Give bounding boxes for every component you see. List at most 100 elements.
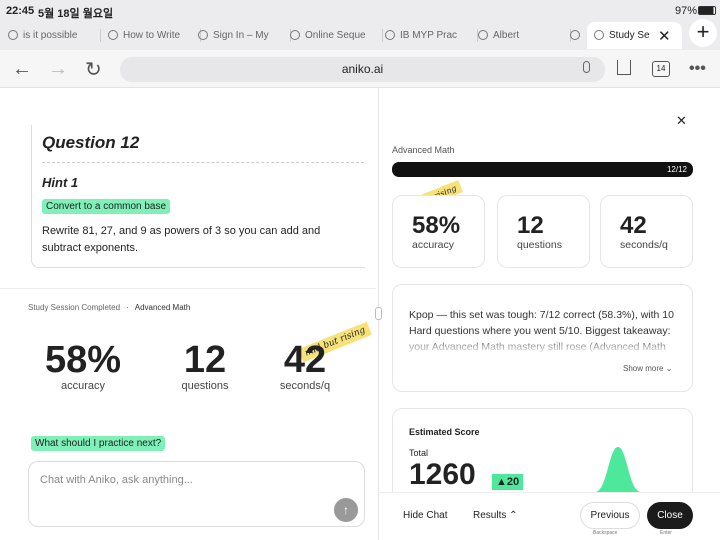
suggestion-chip[interactable]: What should I practice next? <box>31 436 166 451</box>
show-more-text[interactable]: Show more <box>623 364 664 373</box>
session-line: Study Session Completed · Advanced Math <box>28 303 190 312</box>
chat-placeholder: Chat with Aniko, ask anything... <box>40 474 193 486</box>
url: aniko.ai <box>341 62 384 76</box>
share[interactable] <box>617 60 631 75</box>
close[interactable]: Close <box>647 502 693 529</box>
close-key: Enter <box>660 530 672 536</box>
favicon <box>198 30 208 40</box>
stat-label: accuracy <box>61 380 106 392</box>
sep: · <box>126 303 129 312</box>
time: 22:45 <box>6 5 35 17</box>
tab[interactable]: Online Seque <box>290 22 372 48</box>
stat-value: 42 <box>620 212 647 239</box>
divider <box>0 288 376 289</box>
session: Study Session Completed <box>28 303 121 312</box>
date: 5월 18일 월요일 <box>38 8 114 20</box>
tab-separator <box>382 29 383 42</box>
send[interactable]: ↑ <box>334 498 358 522</box>
tab[interactable]: How to Write <box>108 22 190 48</box>
chat-input[interactable] <box>28 461 365 527</box>
question-card <box>31 125 365 268</box>
stat-card: 58% accuracy <box>392 195 485 268</box>
favicon <box>570 30 580 40</box>
distribution <box>595 447 641 492</box>
favicon <box>108 30 118 40</box>
tab[interactable]: Study Se <box>594 22 654 48</box>
results[interactable]: Results ⌃ <box>473 510 518 521</box>
tab-separator <box>477 29 478 42</box>
suggestion[interactable]: What should I practice next? <box>31 436 166 451</box>
delta: ▲20 <box>492 474 524 490</box>
total: 1260 <box>409 458 476 491</box>
hint-body: Rewrite 81, 27, and 9 as powers of 3 so … <box>42 225 321 254</box>
curve <box>595 447 641 492</box>
stat-card: 42 seconds/q <box>600 195 693 268</box>
stat-value: 58% <box>412 212 461 239</box>
hide-chat[interactable]: Hide Chat <box>403 510 448 521</box>
tab-count[interactable]: 14 <box>652 61 670 77</box>
stat-label: accuracy <box>412 239 455 251</box>
stat-value: 58% <box>45 339 122 381</box>
tab-title: Sign In – My <box>213 29 269 41</box>
stat-value: 12 <box>183 339 227 381</box>
hint-title: Hint 1 <box>42 175 79 190</box>
battery: 97% <box>675 5 698 17</box>
reload[interactable]: ↻ <box>85 59 102 81</box>
show-more[interactable]: Show more ⌄ <box>623 364 673 373</box>
tab[interactable]: Sign In – My <box>198 22 280 48</box>
tab[interactable]: IB MYP Prac <box>385 22 467 48</box>
results-text[interactable]: Results <box>473 510 507 521</box>
stat-label: questions <box>181 380 229 392</box>
stat-value: 42 <box>283 339 327 381</box>
battery-icon <box>698 6 716 15</box>
tab-title: is it possible <box>23 29 78 41</box>
close-tab[interactable]: ✕ <box>658 28 671 45</box>
subject: Advanced Math <box>134 303 191 312</box>
previous[interactable]: Previous <box>580 502 640 529</box>
stat-card: 12 questions <box>497 195 590 268</box>
score-card <box>392 408 693 498</box>
tab-title: How to Write <box>123 29 181 41</box>
close-panel[interactable]: ✕ <box>676 113 687 128</box>
mic[interactable] <box>583 61 590 73</box>
stat: 58% accuracy <box>45 340 121 392</box>
favicon <box>385 30 395 40</box>
back[interactable]: ← <box>12 58 32 80</box>
splitter-handle[interactable] <box>375 307 382 320</box>
hint-highlight: Convert to a common base <box>42 199 171 214</box>
stat-label: questions <box>517 239 562 251</box>
stat-label: seconds/q <box>279 380 331 392</box>
tab-title: Albert <box>493 29 520 41</box>
forward[interactable]: → <box>48 58 68 80</box>
tab-title: IB MYP Prac <box>400 29 458 41</box>
tab[interactable]: is it possible <box>8 22 90 48</box>
url-field[interactable]: aniko.ai <box>120 57 605 82</box>
tab-title: Online Seque <box>305 29 366 41</box>
favicon <box>478 30 488 40</box>
more[interactable]: ••• <box>689 60 706 77</box>
right-subject: Advanced Math <box>392 145 455 155</box>
favicon <box>290 30 300 40</box>
tab[interactable]: Albert <box>478 22 560 48</box>
tab-separator <box>100 29 101 42</box>
summary-card <box>392 284 693 392</box>
favicon <box>8 30 18 40</box>
progress: 12/12 <box>666 165 687 174</box>
stat: 42 seconds/q <box>275 340 335 392</box>
question-title: Question 12 <box>42 133 140 152</box>
favicon <box>594 30 604 40</box>
score-title: Estimated Score <box>409 427 480 437</box>
progress-bar: 12/12 <box>392 162 693 177</box>
total-label: Total <box>409 448 429 458</box>
stat-label: seconds/q <box>620 239 668 251</box>
stat: 12 questions <box>175 340 235 392</box>
new-tab[interactable]: + <box>689 19 717 47</box>
tab-title: Study Se <box>609 29 650 41</box>
summary: Kpop — this set was tough: 7/12 correct … <box>409 309 674 353</box>
previous-key: Backspace <box>593 530 618 536</box>
divider <box>42 162 364 163</box>
stat-value: 12 <box>517 212 544 239</box>
highlight: Convert to a common base <box>42 199 171 214</box>
